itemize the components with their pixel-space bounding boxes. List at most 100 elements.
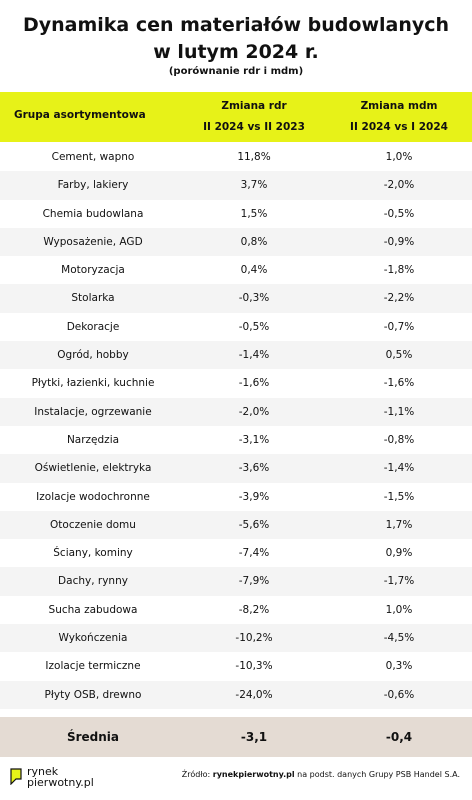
row-rdr: -5,6% — [238, 518, 270, 531]
row-category: Cement, wapno — [51, 151, 135, 163]
title-line-2: w lutym 2024 r. — [153, 41, 319, 63]
source-site: rynekpierwotny.pl — [212, 770, 295, 779]
row-mdm: -1,5% — [383, 490, 415, 503]
row-category: Stolarka — [71, 292, 115, 305]
logo: rynek pierwotny.pl — [27, 766, 94, 788]
row-mdm: -4,5% — [383, 632, 415, 645]
row-rdr: 0,8% — [240, 235, 268, 248]
source-prefix: Źródło: — [181, 770, 213, 779]
row-rdr: -1,4% — [238, 349, 270, 362]
row-mdm: -0,8% — [383, 433, 415, 446]
row-mdm: 1,7% — [385, 518, 413, 531]
row-rdr: 1,5% — [240, 207, 268, 220]
row-category: Narzędzia — [66, 433, 120, 446]
row-rdr: -3,1% — [238, 433, 270, 446]
table-row: Narzędzia -3,1% -0,8% — [0, 426, 472, 454]
row-rdr: -24,0% — [235, 688, 273, 701]
row-mdm: -0,7% — [383, 320, 415, 333]
row-rdr: 0,4% — [240, 264, 268, 277]
row-category: Wykończenia — [58, 632, 128, 645]
header-mdm-period: II 2024 vs I 2024 — [350, 121, 448, 133]
table-body: Cement, wapno 11,8% 1,0% Farby, lakiery 3,7%… — [0, 143, 472, 709]
row-mdm: -0,9% — [383, 235, 415, 248]
table-row: Sucha zabudowa -8,2% 1,0% — [0, 596, 472, 624]
title-line-1: Dynamika cen materiałów budowlanych — [22, 14, 450, 36]
row-category: Farby, lakiery — [57, 179, 129, 192]
header-rdr-title: Zmiana rdr — [221, 100, 287, 112]
header-group: Grupa asortymentowa — [14, 109, 146, 121]
row-category: Izolacje termiczne — [45, 660, 141, 673]
row-category: Oświetlenie, elektryka — [34, 462, 152, 475]
row-mdm: -1,4% — [383, 462, 415, 475]
page-title: Dynamika cen materiałów budowlanych w lu… — [0, 12, 472, 66]
logo-line-1: rynek — [27, 765, 59, 778]
table-row: Farby, lakiery 3,7% -2,0% — [0, 171, 472, 200]
row-mdm: -1,7% — [383, 575, 415, 588]
row-mdm: -0,6% — [383, 688, 415, 701]
row-rdr: -10,3% — [235, 660, 273, 673]
row-category: Motoryzacja — [61, 264, 125, 277]
row-rdr: 11,8% — [237, 151, 271, 163]
row-mdm: 0,9% — [385, 547, 413, 560]
row-rdr: -2,0% — [238, 405, 270, 418]
source-note: Źródło: rynekpierwotny.pl na podst. dany… — [182, 770, 460, 779]
table-row: Oświetlenie, elektryka -3,6% -1,4% — [0, 454, 472, 483]
row-mdm: -1,1% — [383, 405, 415, 418]
average-row: Średnia -3,1 -0,4 — [0, 717, 472, 757]
row-rdr: -8,2% — [238, 603, 270, 616]
row-category: Chemia budowlana — [42, 207, 144, 220]
table-header: Grupa asortymentowa Zmiana rdr II 2024 v… — [0, 92, 472, 142]
row-category: Izolacje wodochronne — [36, 490, 150, 503]
row-category: Otoczenie domu — [50, 518, 136, 531]
row-mdm: -1,8% — [383, 264, 415, 277]
row-mdm: -2,0% — [383, 179, 415, 192]
logo-line-2: pierwotny — [27, 776, 81, 789]
header-mdm-title: Zmiana mdm — [360, 100, 438, 112]
source-rest: na podst. danych Grupy PSB Handel S.A. — [294, 770, 460, 779]
table-row: Chemia budowlana 1,5% -0,5% — [0, 200, 472, 228]
table-row: Dekoracje -0,5% -0,7% — [0, 313, 472, 341]
row-rdr: 3,7% — [240, 179, 268, 192]
average-label: Średnia — [66, 730, 120, 744]
row-category: Płyty OSB, drewno — [44, 688, 142, 701]
row-category: Ściany, kominy — [53, 547, 133, 560]
logo-suffix: .pl — [80, 776, 94, 789]
table-row: Izolacje wodochronne -3,9% -1,5% — [0, 483, 472, 511]
row-rdr: -3,9% — [238, 490, 270, 503]
table-row: Płyty OSB, drewno -24,0% -0,6% — [0, 680, 472, 709]
footer: rynek pierwotny.pl Źródło: rynekpierwotn… — [0, 757, 472, 800]
row-rdr: -7,4% — [238, 547, 270, 560]
average-rdr: -3,1 — [240, 730, 268, 744]
row-mdm: 1,0% — [385, 603, 413, 616]
table-row: Dachy, rynny -7,9% -1,7% — [0, 567, 472, 596]
logo-icon — [10, 768, 22, 785]
row-mdm: -0,5% — [383, 207, 415, 220]
row-category: Sucha zabudowa — [48, 603, 138, 616]
row-category: Dachy, rynny — [58, 575, 128, 588]
table-row: Ogród, hobby -1,4% 0,5% — [0, 341, 472, 370]
table-row: Cement, wapno 11,8% 1,0% — [0, 143, 472, 171]
row-mdm: -2,2% — [383, 292, 415, 305]
average-mdm: -0,4 — [385, 730, 413, 744]
row-mdm: 0,3% — [385, 660, 413, 673]
row-category: Wyposażenie, AGD — [43, 235, 143, 248]
row-category: Dekoracje — [66, 320, 120, 333]
table-row: Wykończenia -10,2% -4,5% — [0, 624, 472, 653]
row-category: Instalacje, ogrzewanie — [34, 405, 152, 418]
row-category: Płytki, łazienki, kuchnie — [31, 377, 155, 390]
table-row: Płytki, łazienki, kuchnie -1,6% -1,6% — [0, 369, 472, 397]
table-row: Wyposażenie, AGD 0,8% -0,9% — [0, 227, 472, 257]
row-mdm: 1,0% — [385, 151, 413, 163]
row-rdr: -10,2% — [235, 632, 273, 645]
row-rdr: -0,3% — [238, 292, 270, 305]
table-row: Otoczenie domu -5,6% 1,7% — [0, 510, 472, 540]
page-subtitle: (porównanie rdr i mdm) — [168, 66, 304, 77]
row-rdr: -3,6% — [238, 462, 270, 475]
table-row: Instalacje, ogrzewanie -2,0% -1,1% — [0, 397, 472, 426]
table-row: Stolarka -0,3% -2,2% — [0, 284, 472, 313]
row-rdr: -7,9% — [238, 575, 270, 588]
row-rdr: -1,6% — [238, 377, 270, 390]
row-mdm: 0,5% — [385, 349, 413, 362]
row-mdm: -1,6% — [383, 377, 415, 390]
table-row: Motoryzacja 0,4% -1,8% — [0, 256, 472, 284]
